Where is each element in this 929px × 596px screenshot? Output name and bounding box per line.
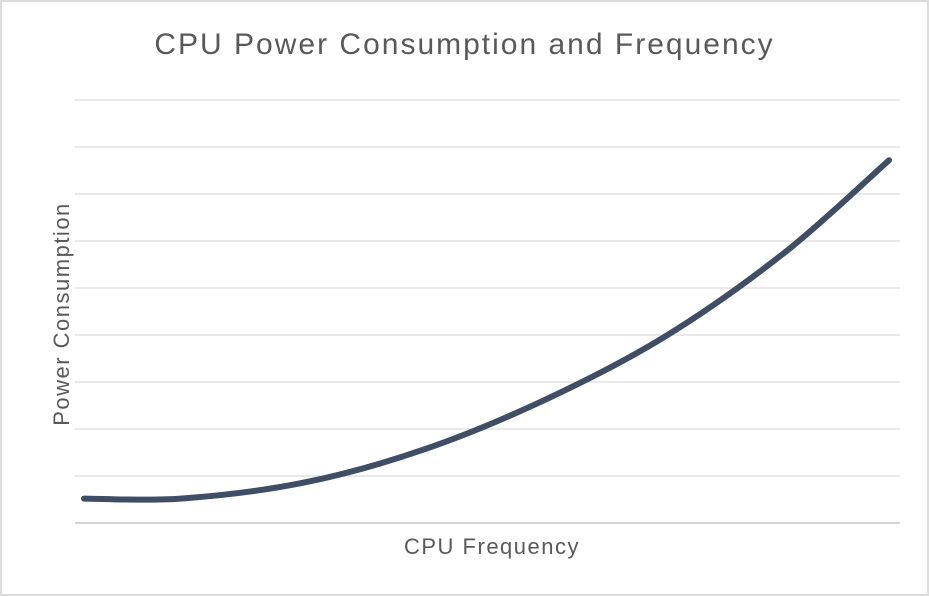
y-axis-title: Power Consumption (49, 202, 74, 426)
power-curve-line (81, 157, 892, 503)
gridlines (75, 99, 900, 524)
chart-title: CPU Power Consumption and Frequency (154, 28, 775, 61)
x-axis-title: CPU Frequency (403, 534, 581, 559)
